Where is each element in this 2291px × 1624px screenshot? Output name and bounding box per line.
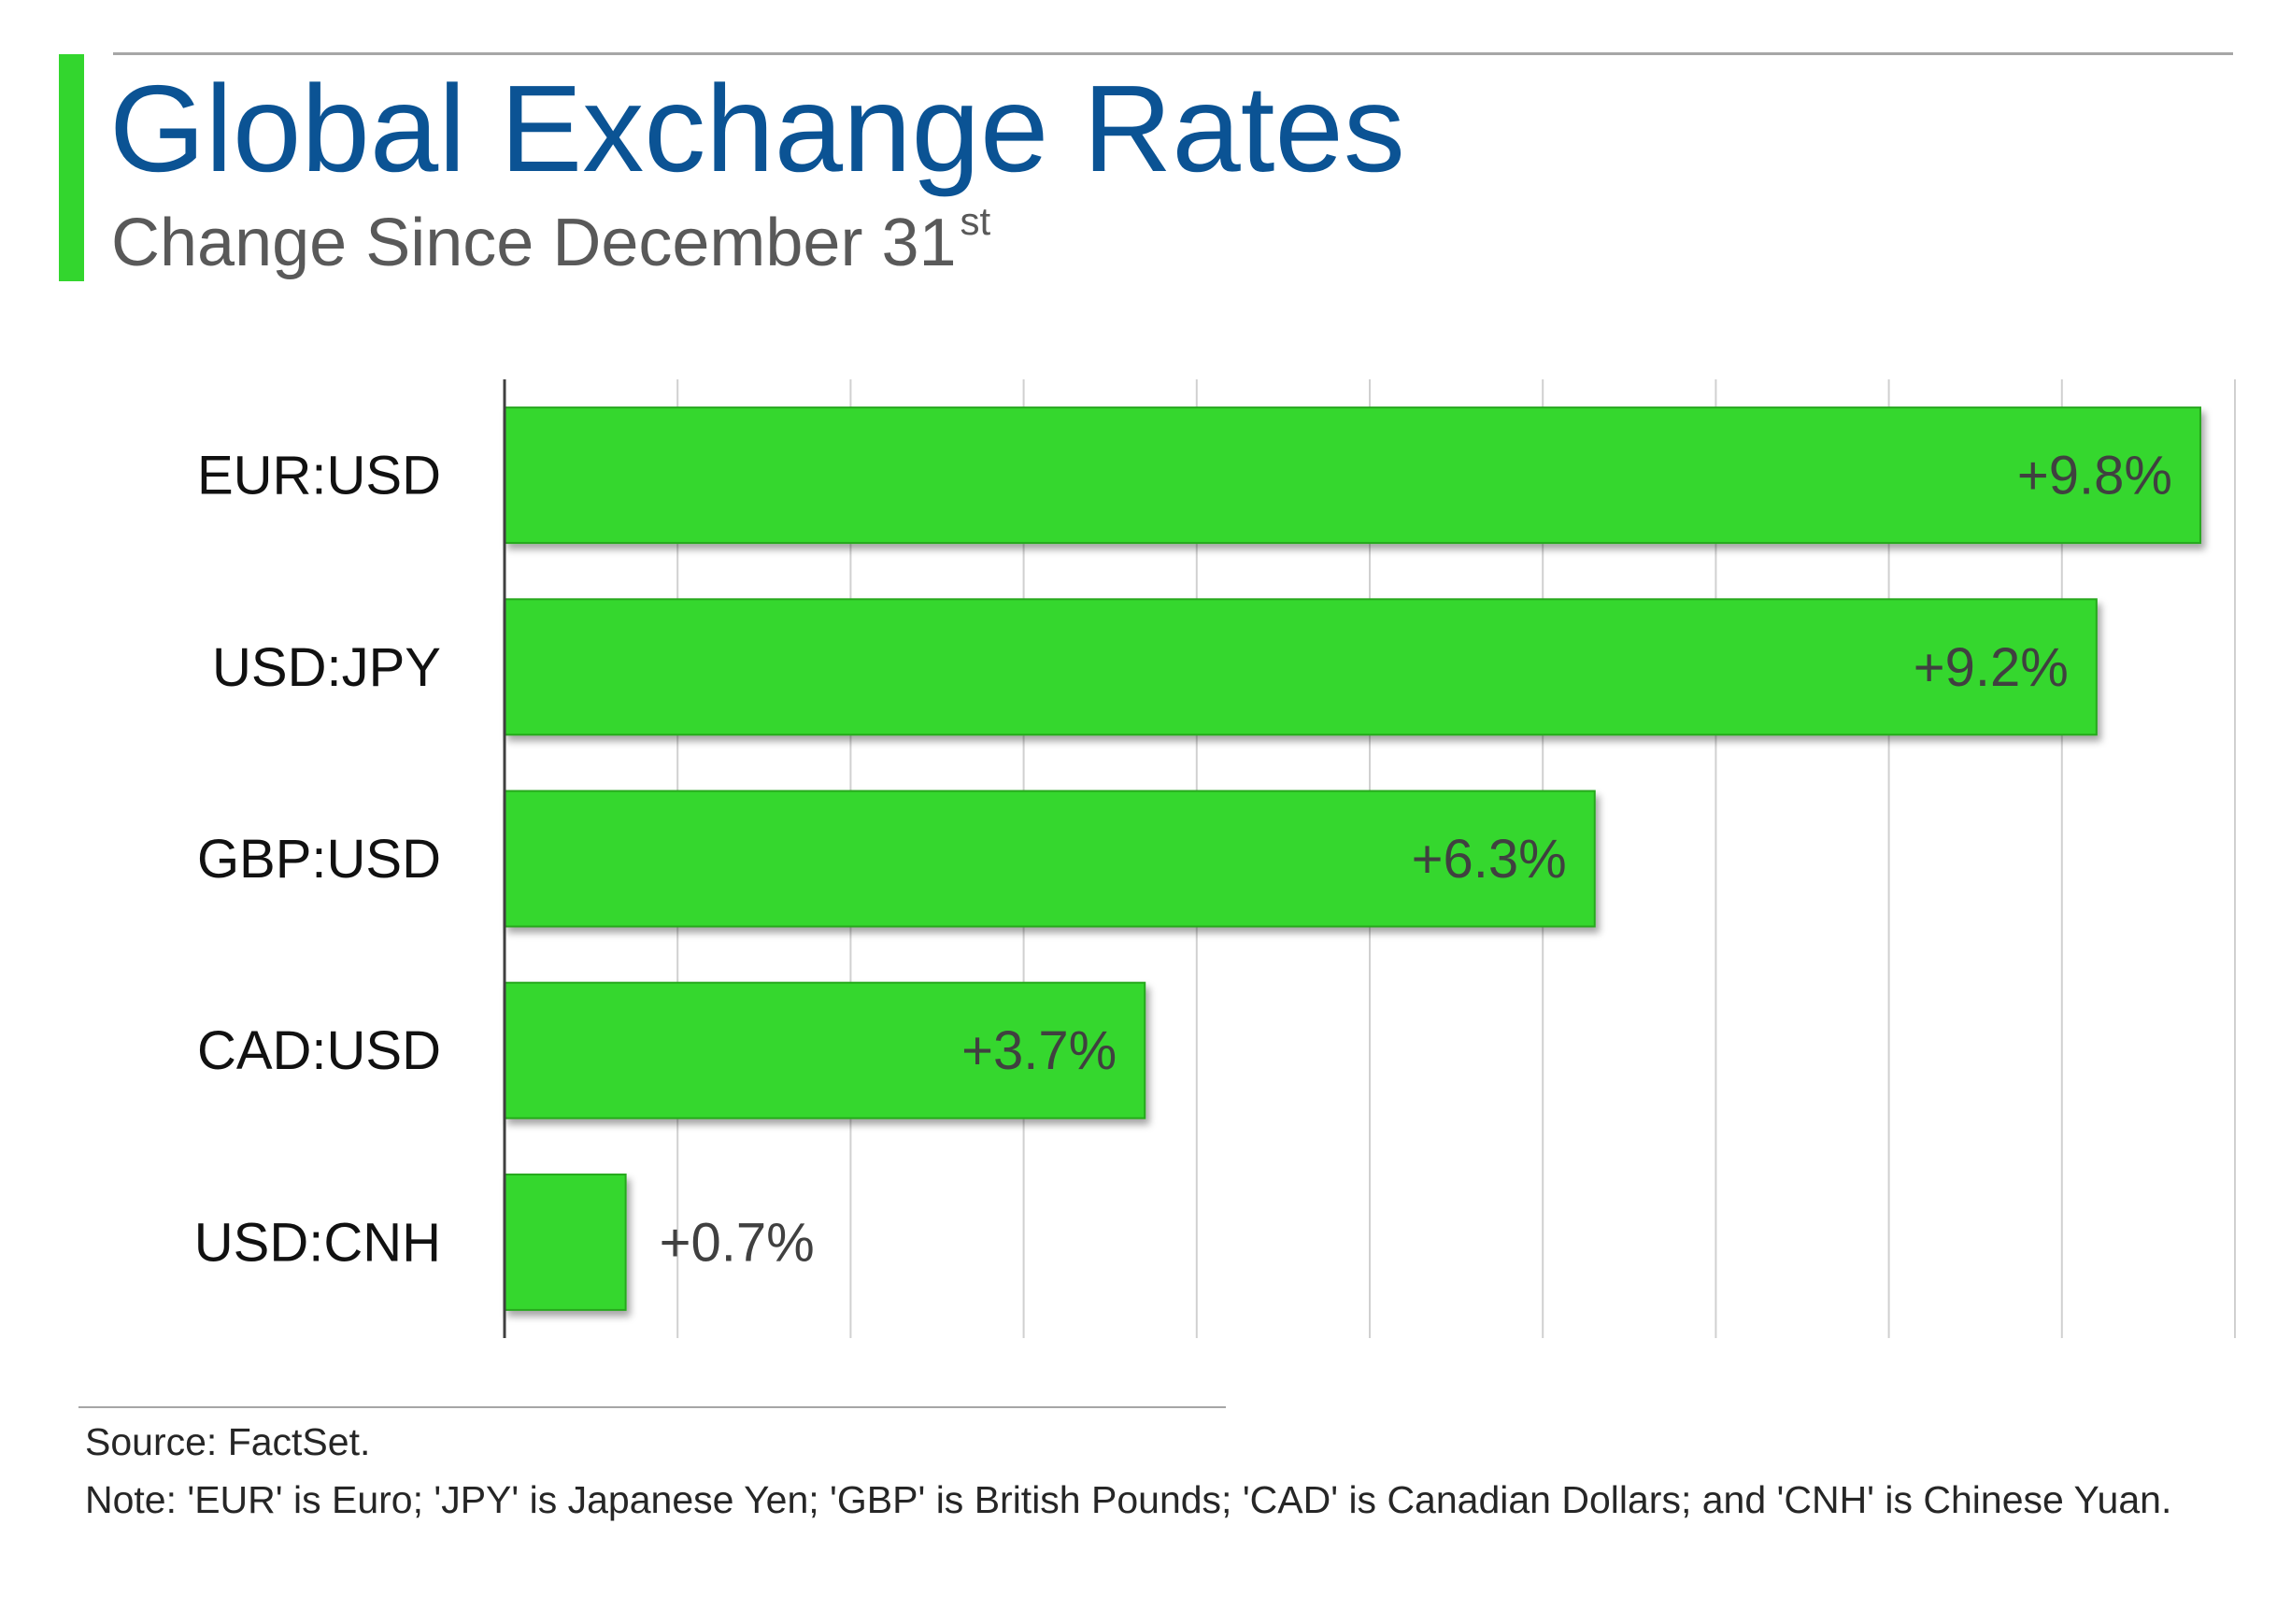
value-label: +0.7%: [660, 1212, 815, 1273]
footnote: Note: 'EUR' is Euro; 'JPY' is Japanese Y…: [85, 1478, 2172, 1521]
category-label: GBP:USD: [197, 829, 441, 890]
category-label: USD:JPY: [212, 637, 441, 698]
source-rule: [78, 1406, 1226, 1408]
subtitle-text: Change Since December 31: [111, 206, 957, 280]
category-labels: EUR:USD USD:JPY GBP:USD CAD:USD USD:CNH: [194, 446, 441, 1274]
bar: [504, 1173, 627, 1311]
bar: [504, 790, 1596, 928]
bar: [504, 981, 1146, 1119]
bars: [504, 406, 2201, 1311]
value-label: +9.2%: [1914, 637, 2069, 698]
source-note: Source: FactSet.: [85, 1420, 371, 1463]
category-label: USD:CNH: [194, 1212, 441, 1273]
value-label: +6.3%: [1412, 829, 1567, 890]
title-accent-bar: [59, 54, 84, 281]
value-label: +3.7%: [961, 1020, 1117, 1081]
category-label: EUR:USD: [197, 446, 441, 506]
category-label: CAD:USD: [197, 1020, 441, 1081]
chart-subtitle: Change Since December 31st: [111, 202, 990, 280]
bar: [504, 598, 2098, 736]
bar: [504, 406, 2201, 545]
subtitle-superscript: st: [960, 199, 991, 243]
top-rule: [113, 52, 2233, 55]
chart-title: Global Exchange Rates: [109, 60, 1405, 197]
value-label: +9.8%: [2017, 446, 2172, 506]
value-labels: +9.8% +9.2% +6.3% +3.7% +0.7%: [660, 446, 2172, 1274]
